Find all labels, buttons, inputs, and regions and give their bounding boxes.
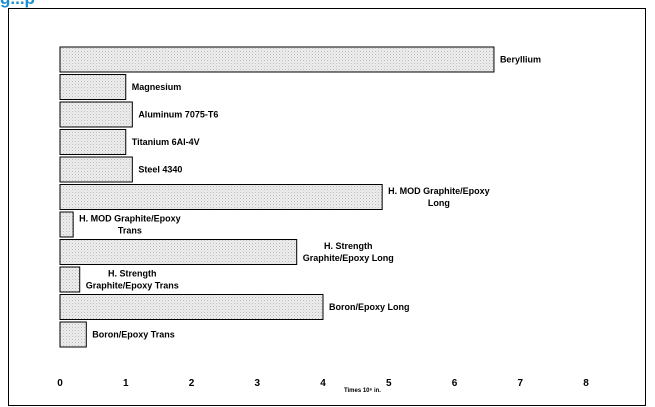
x-tick-label-5: 5 — [386, 378, 392, 389]
x-tick-label-0: 0 — [57, 378, 63, 389]
bar-5 — [59, 156, 133, 183]
bar-4 — [59, 129, 127, 155]
x-tick-label-4: 4 — [320, 378, 326, 389]
bar-label-3: Aluminum 7075-T6 — [138, 110, 218, 120]
bar-11 — [59, 321, 87, 348]
bar-8 — [59, 239, 298, 265]
bar-6 — [59, 184, 383, 210]
bar-label-9: H. Strength Graphite/Epoxy Trans — [86, 269, 179, 291]
bar-7 — [59, 211, 74, 238]
x-tick-label-7: 7 — [517, 378, 523, 389]
bar-9 — [59, 266, 81, 293]
bar-label-8: H. Strength Graphite/Epoxy Long — [303, 241, 394, 263]
bar-label-10: Boron/Epoxy Long — [329, 302, 410, 312]
x-axis-label: Times 10⁶ in. — [344, 388, 381, 394]
bar-label-7: H. MOD Graphite/Epoxy Trans — [79, 214, 181, 236]
bar-label-4: Titanium 6Al-4V — [132, 137, 200, 147]
header-text: g...p — [0, 0, 35, 8]
bar-2 — [59, 74, 127, 100]
bar-label-5: Steel 4340 — [138, 165, 182, 175]
x-tick-label-1: 1 — [123, 378, 129, 389]
x-tick-label-2: 2 — [189, 378, 195, 389]
header-strip: g...p — [0, 0, 655, 8]
x-tick-label-3: 3 — [254, 378, 260, 389]
bar-3 — [59, 101, 133, 128]
bar-label-11: Boron/Epoxy Trans — [92, 330, 175, 340]
bar-1 — [59, 46, 495, 73]
bar-10 — [59, 294, 324, 320]
x-tick-label-8: 8 — [583, 378, 589, 389]
bar-label-6: H. MOD Graphite/Epoxy Long — [388, 186, 490, 208]
bar-label-1: Beryllium — [500, 55, 541, 65]
x-tick-label-6: 6 — [452, 378, 458, 389]
bar-label-2: Magnesium — [132, 82, 182, 92]
